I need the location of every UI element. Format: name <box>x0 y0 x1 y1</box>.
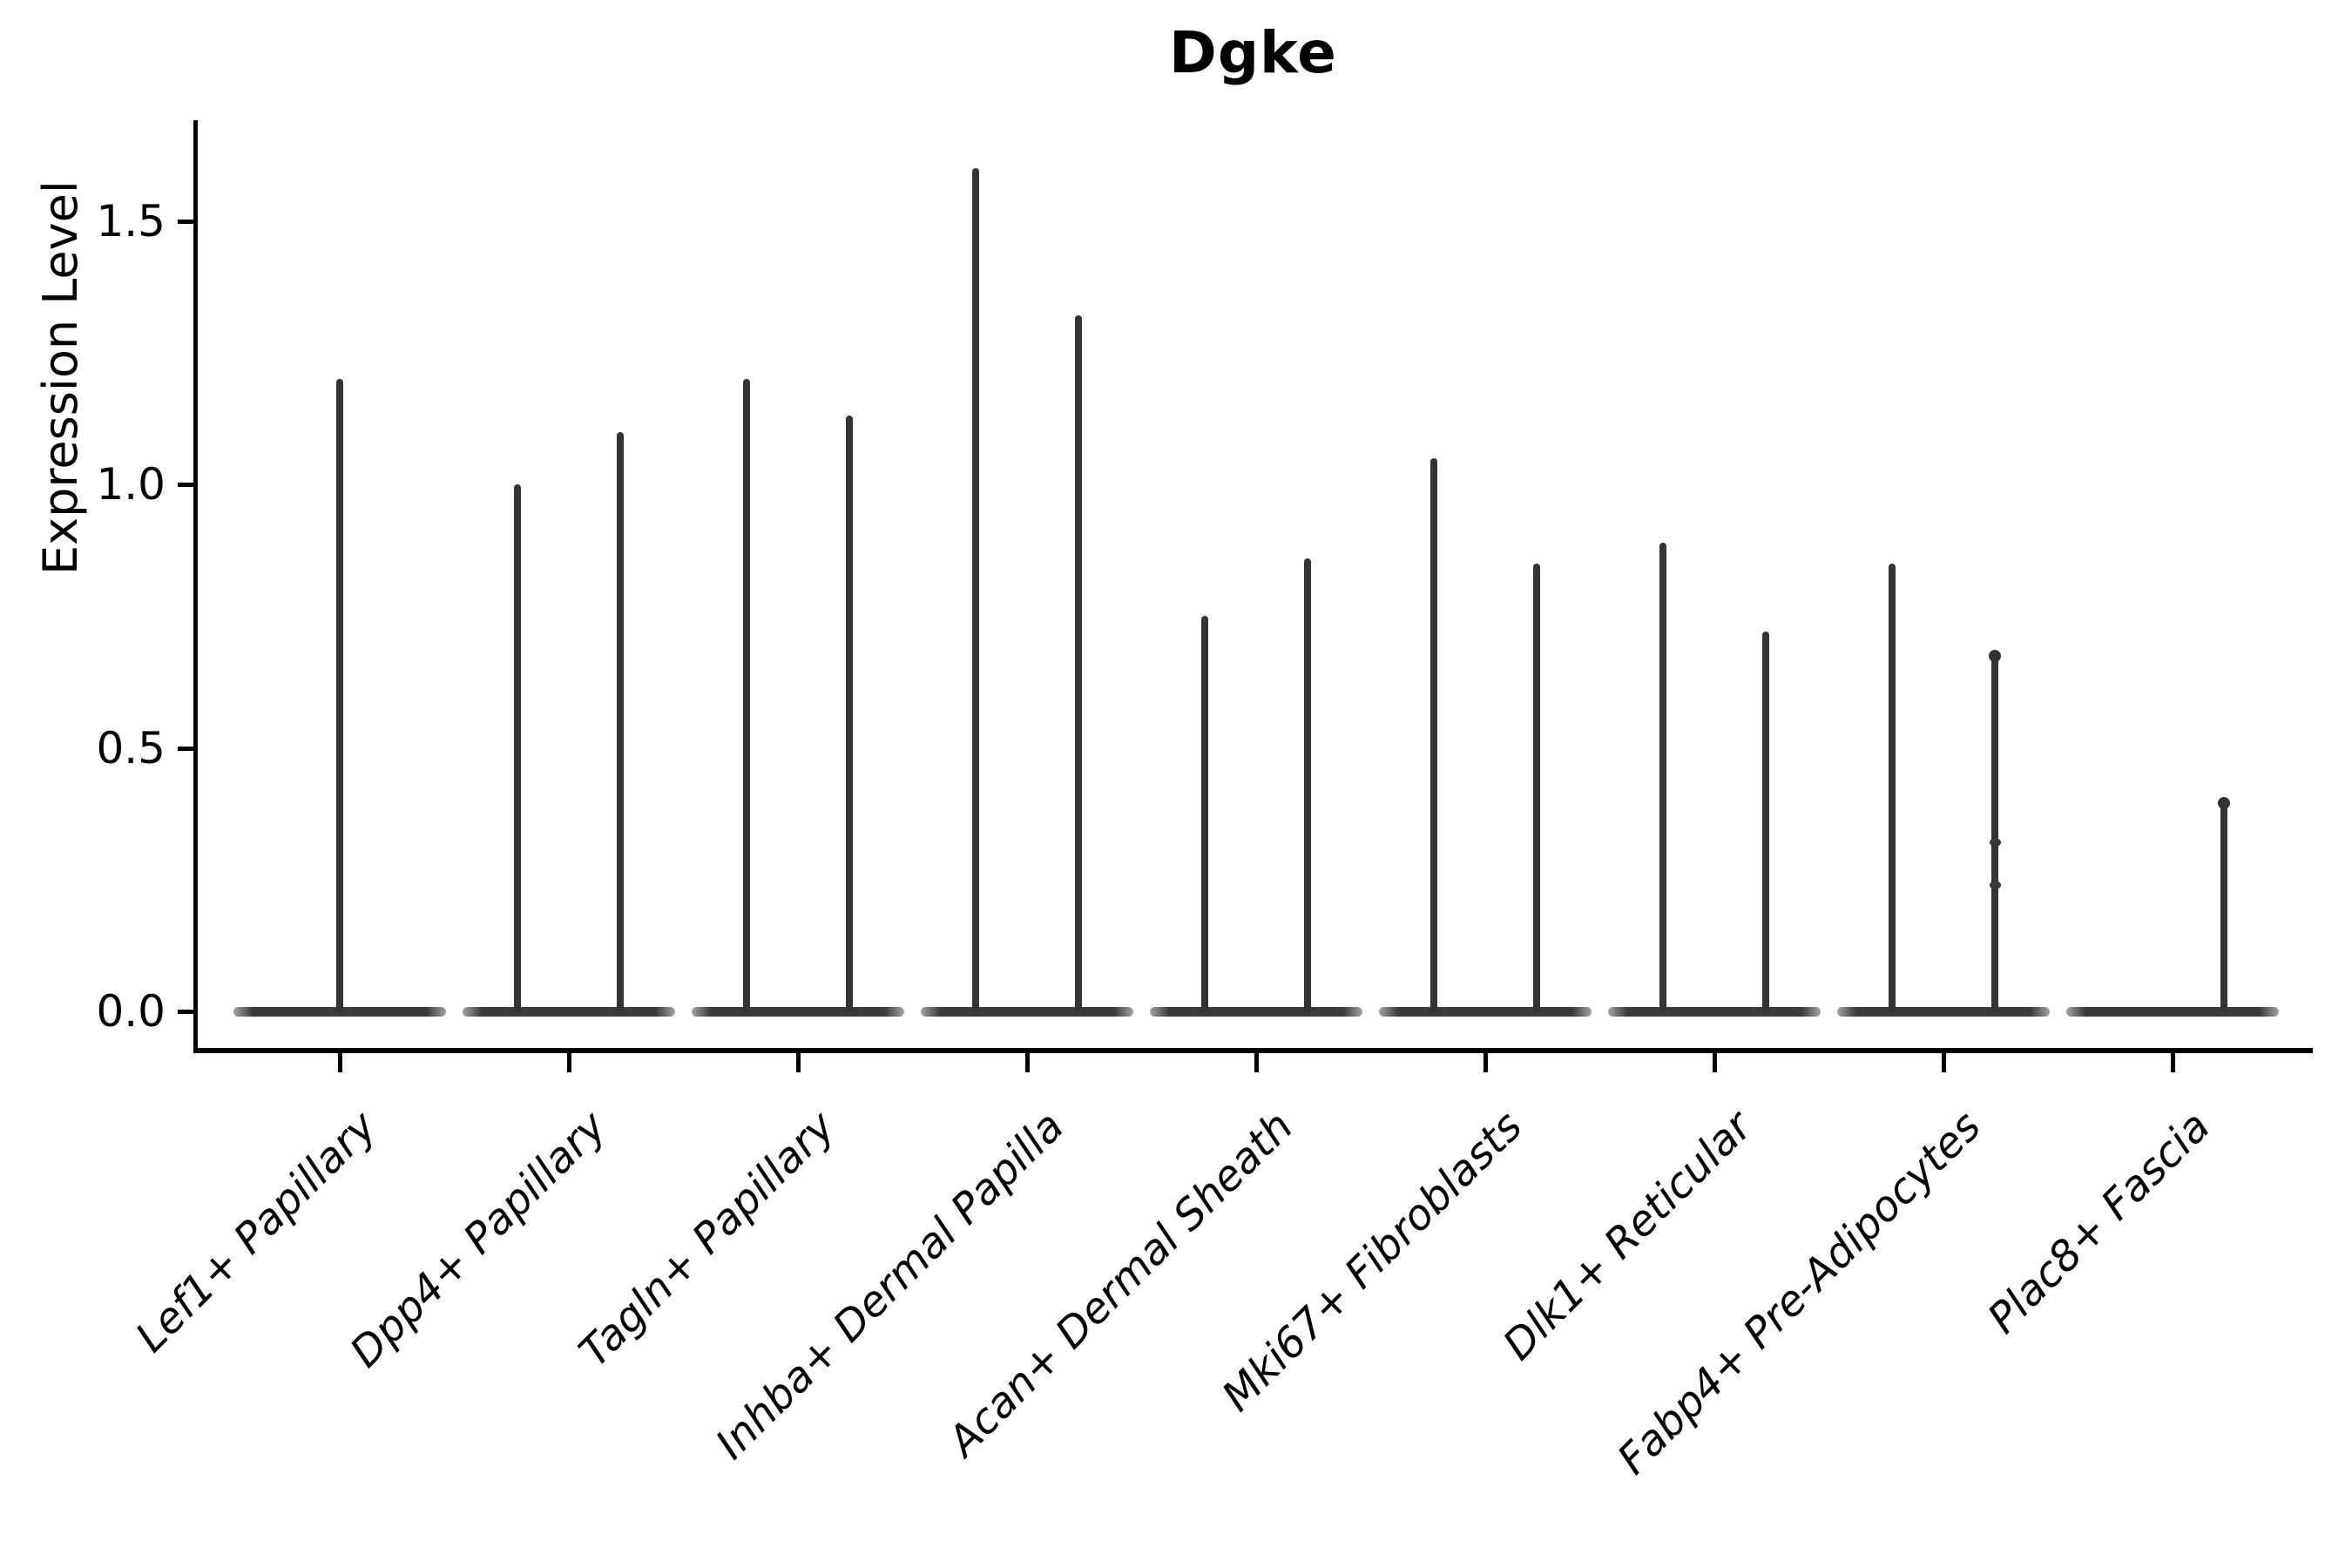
violin-spike-knob <box>1989 649 2001 662</box>
x-tick-label: Plac8+ Fascia <box>1977 1102 2220 1343</box>
y-tick-label: 1.0 <box>96 459 166 510</box>
y-axis-tick <box>178 1010 193 1014</box>
violin-base <box>1379 1007 1592 1017</box>
violin-base <box>1608 1007 1821 1017</box>
x-axis-tick <box>1713 1053 1717 1072</box>
violin-base <box>2066 1007 2279 1017</box>
violin-spike <box>743 379 750 1011</box>
violin-spike <box>972 168 979 1011</box>
x-tick-label: Dpp4+ Papillary <box>341 1102 616 1377</box>
violin-spike <box>846 416 853 1011</box>
y-tick-label: 0.5 <box>96 722 166 774</box>
y-tick-label: 0.0 <box>96 986 166 1037</box>
x-axis-tick <box>1254 1053 1259 1072</box>
y-axis-tick <box>178 483 193 487</box>
violin-base <box>1150 1007 1362 1017</box>
x-tick-label: Fabp4+ Pre-Adipocytes <box>1608 1102 1990 1484</box>
x-axis-tick <box>1025 1053 1030 1072</box>
y-axis-tick <box>178 746 193 751</box>
x-axis-tick <box>567 1053 571 1072</box>
violin-base <box>921 1007 1133 1017</box>
violin-spike <box>514 484 521 1011</box>
violin-base <box>463 1007 675 1017</box>
violin-spike <box>1304 558 1311 1011</box>
x-axis-tick <box>2171 1053 2175 1072</box>
violin-spike <box>617 431 624 1011</box>
violin-spike <box>336 379 343 1011</box>
violin-spike-knob <box>2218 797 2230 809</box>
y-tick-label: 1.5 <box>96 195 166 247</box>
violin-spike <box>1991 652 1998 1011</box>
x-tick-label: Lef1+ Papillary <box>126 1102 387 1362</box>
violin-spike-bump <box>1989 838 2001 848</box>
violin-spike <box>1430 457 1437 1011</box>
violin-spike <box>1533 563 1540 1011</box>
violin-base <box>233 1007 446 1017</box>
plot-area <box>193 120 2313 1053</box>
x-tick-label: Dlk1+ Reticular <box>1493 1102 1761 1370</box>
violin-spike-bump <box>1989 880 2001 889</box>
violin-spike <box>1762 632 1769 1011</box>
violin-spike <box>2220 801 2227 1011</box>
x-axis-tick <box>1484 1053 1488 1072</box>
violin-base <box>1837 1007 2050 1017</box>
violin-base <box>692 1007 904 1017</box>
x-axis-tick <box>338 1053 342 1072</box>
x-axis-tick <box>796 1053 801 1072</box>
violin-spike <box>1659 542 1666 1011</box>
chart-title: Dgke <box>1169 19 1337 86</box>
x-axis-tick <box>1942 1053 1946 1072</box>
x-tick-label: Tagln+ Papillary <box>570 1102 845 1377</box>
violin-spike <box>1889 563 1896 1011</box>
y-axis-tick <box>178 219 193 224</box>
violin-spike <box>1075 315 1082 1011</box>
violin-spike <box>1201 616 1208 1011</box>
